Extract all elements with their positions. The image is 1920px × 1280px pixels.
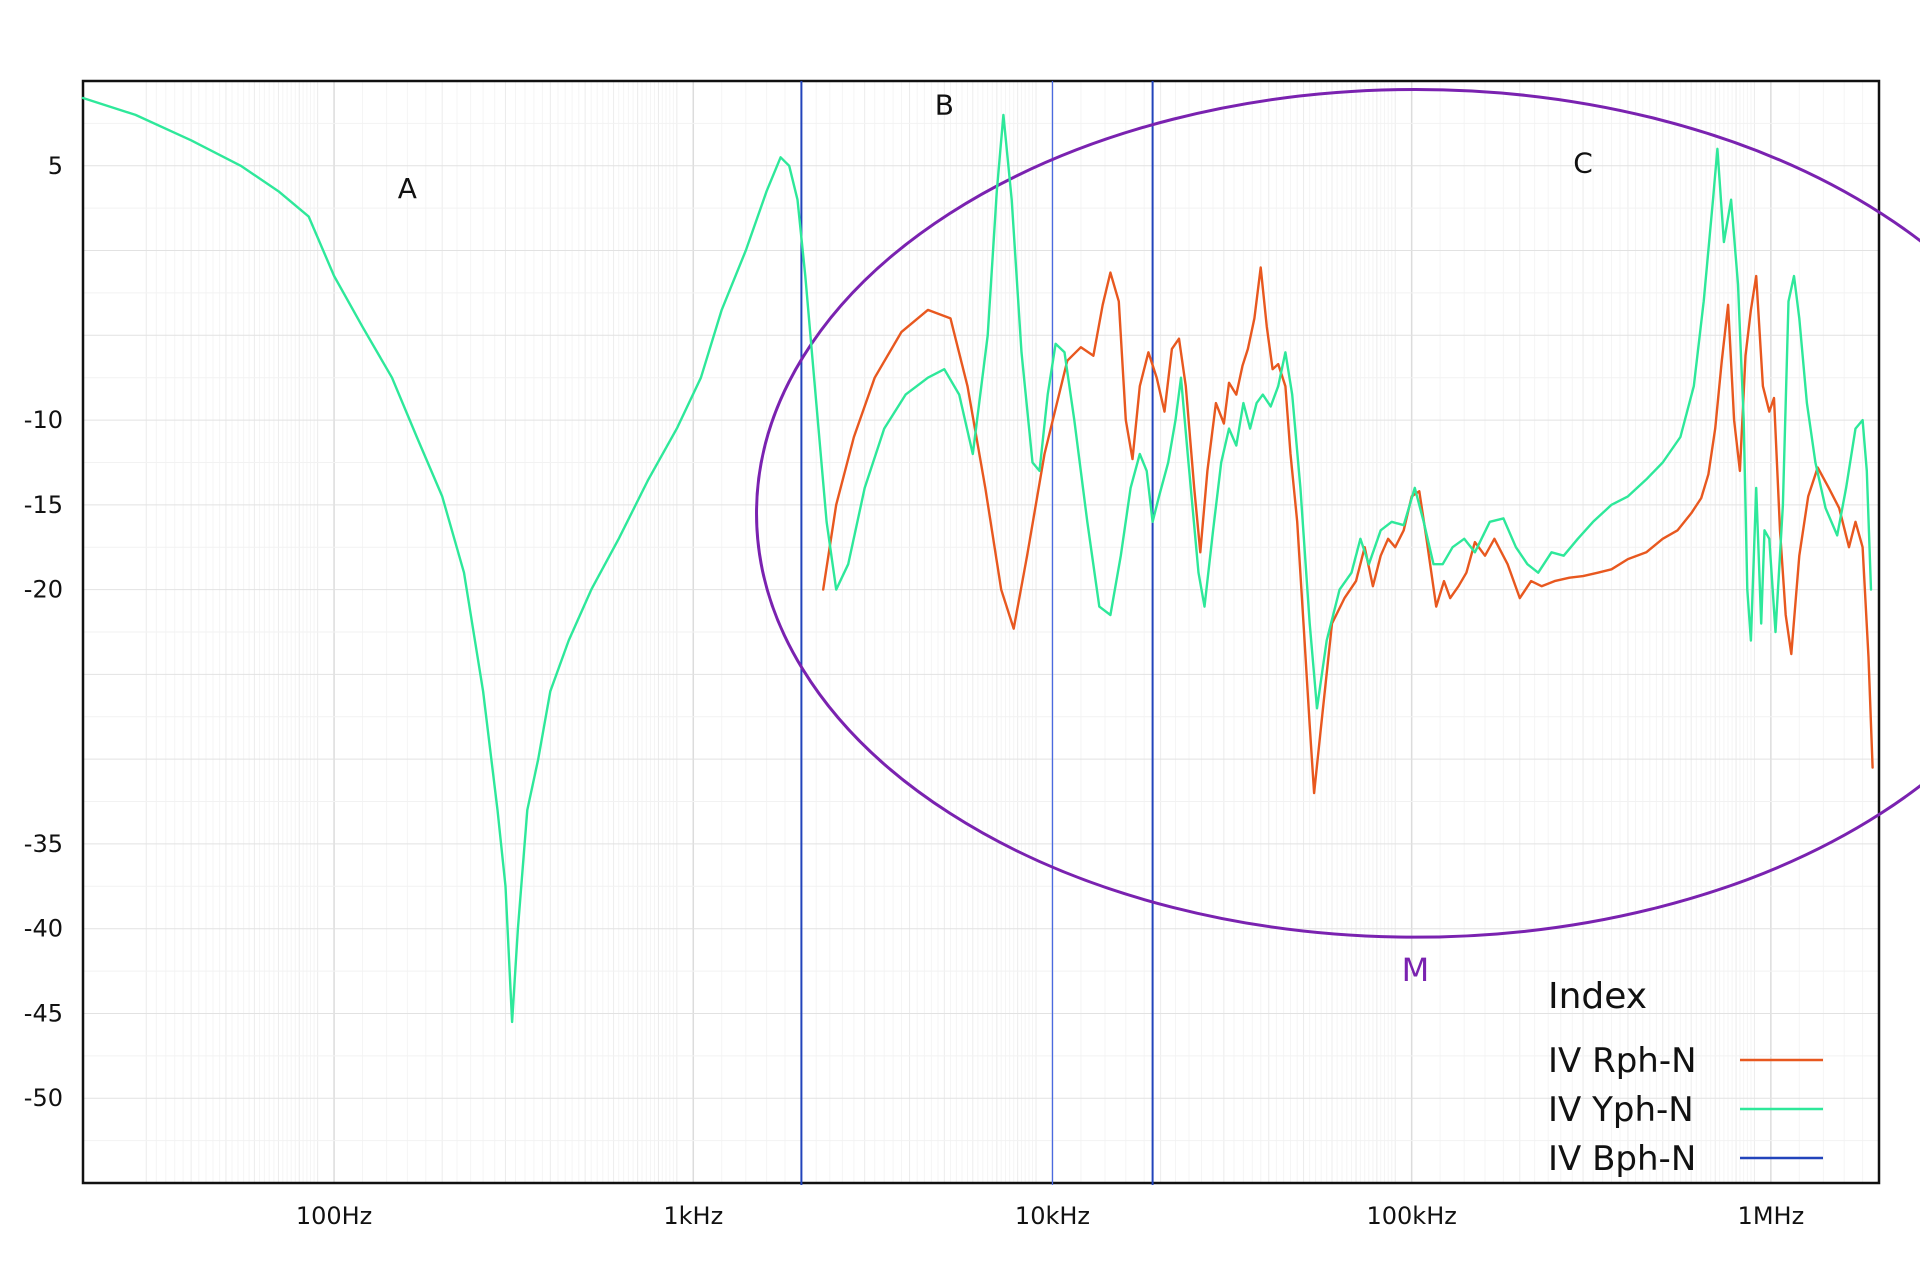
x-tick-label: 1kHz [663,1202,723,1230]
x-tick-label: 1MHz [1738,1202,1805,1230]
legend-entry-label: IV Rph-N [1548,1041,1697,1081]
y-tick-label: -10 [24,406,63,434]
legend-entry-label: IV Yph-N [1548,1090,1694,1130]
region-labels: A B C [398,89,1593,205]
y-tick-label: -20 [24,576,63,604]
legend-title: Index [1548,976,1647,1017]
y-tick-label: -50 [24,1084,63,1112]
series-layer [81,96,1874,1024]
x-tick-label: 10kHz [1015,1202,1090,1230]
legend-entry-label: IV Bph-N [1548,1139,1696,1179]
x-axis-ticks: 100Hz 1kHz 10kHz 100kHz 1MHz [296,1202,1804,1230]
series-line-iv-yph-n [81,96,1873,1024]
grid [83,80,1879,1184]
y-tick-label: -15 [24,491,63,519]
series-line-iv-rph-n [822,266,1874,795]
plot-frame [81,79,1881,1185]
ellipse-m [755,88,1920,939]
x-tick-label: 100Hz [296,1202,372,1230]
region-label-c: C [1573,146,1593,179]
y-axis-ticks: 5 -10 -15 -20 -35 -40 -45 -50 [24,152,63,1112]
y-tick-label: -45 [24,999,63,1027]
ellipse-label: M [1402,951,1430,989]
x-tick-label: 100kHz [1366,1202,1456,1230]
y-tick-label: -35 [24,830,63,858]
y-tick-label: 5 [48,152,63,180]
y-tick-label: -40 [24,915,63,943]
legend: Index IV Rph-N IV Yph-N IV Bph-N [1548,976,1823,1179]
vertical-markers [800,81,1154,1185]
ellipse-group: M [755,88,1920,989]
region-label-b: B [935,89,954,122]
region-label-a: A [398,172,417,205]
